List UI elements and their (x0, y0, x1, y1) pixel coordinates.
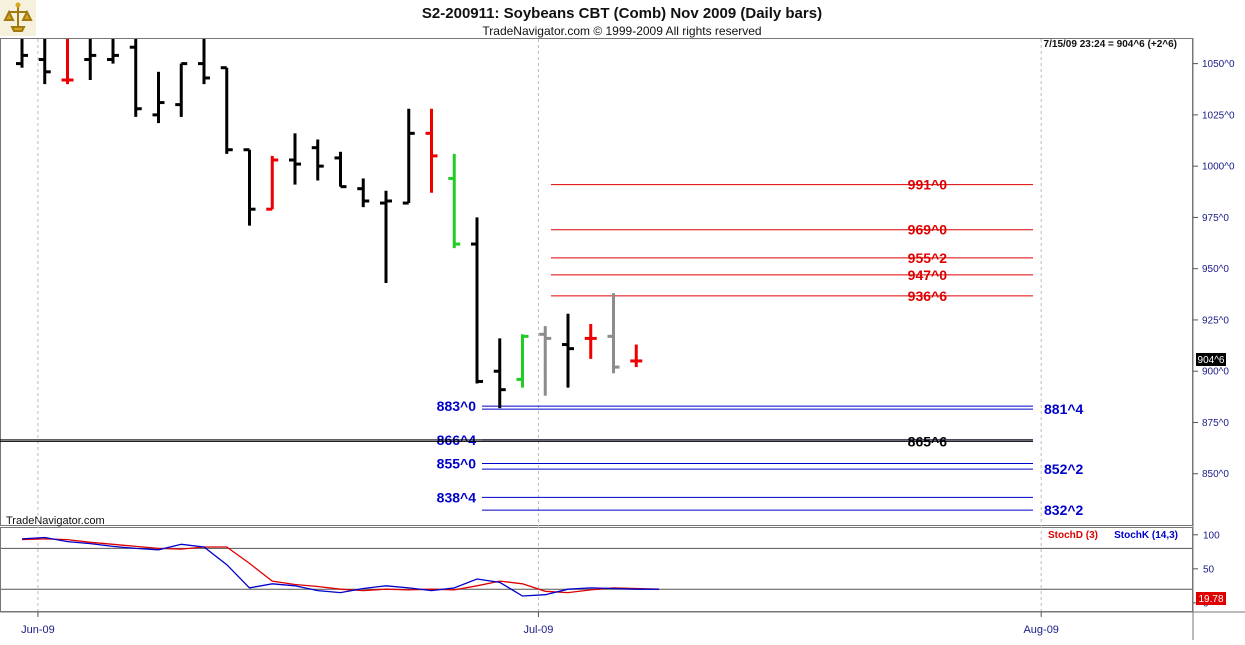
trade-navigator-logo-icon (0, 0, 36, 36)
ohlc-bar (198, 39, 210, 85)
level-label: 865^6 (908, 433, 948, 449)
ohlc-bar (38, 39, 51, 85)
ohlc-bar (357, 178, 370, 208)
level-label: 852^2 (1044, 461, 1084, 477)
svg-text:19.78: 19.78 (1198, 594, 1223, 605)
level-label: 947^0 (908, 267, 948, 283)
ohlc-bar (425, 108, 438, 193)
price-tick-label: 1000^0 (1202, 162, 1235, 173)
ohlc-bar (266, 155, 279, 211)
ohlc-bar (562, 313, 574, 388)
stochd-line (21, 538, 660, 594)
ohlc-bar (448, 153, 461, 249)
level-label: 838^4 (437, 489, 477, 505)
ohlc-bar (84, 39, 97, 81)
level-label: 969^0 (908, 222, 948, 238)
price-panel (0, 38, 1193, 526)
level-label: 955^2 (908, 250, 948, 266)
price-tick-label: 875^0 (1202, 418, 1229, 429)
ohlc-bar (493, 338, 506, 409)
ohlc-bar (380, 190, 392, 284)
price-tick-label: 1050^0 (1202, 59, 1235, 70)
stochk-line (21, 536, 659, 597)
ohlc-bar (220, 66, 233, 154)
ohlc-bar (61, 39, 74, 85)
price-tick-label: 850^0 (1202, 469, 1229, 480)
price-axis (1193, 38, 1245, 640)
ohlc-bar (311, 139, 324, 181)
price-tick-label: 975^0 (1202, 213, 1229, 224)
level-label: 881^4 (1044, 401, 1084, 417)
price-tick-label: 950^0 (1202, 264, 1229, 275)
time-tick-label: Aug-09 (1023, 624, 1058, 636)
ohlc-bar (584, 324, 597, 359)
level-label: 855^0 (437, 455, 477, 471)
ohlc-bar (16, 39, 28, 68)
level-label: 832^2 (1044, 502, 1084, 518)
ohlc-bar (630, 344, 643, 368)
ohlc-bar (289, 133, 301, 185)
ohlc-bar (243, 148, 256, 226)
level-label: 883^0 (437, 398, 477, 414)
copyright-text: TradeNavigator.com © 1999-2009 All right… (482, 24, 761, 38)
chart-title: S2-200911: Soybeans CBT (Comb) Nov 2009 … (422, 5, 822, 22)
ohlc-bar (107, 39, 119, 64)
ohlc-bar (539, 326, 552, 396)
svg-text:904^6: 904^6 (1198, 355, 1225, 366)
ohlc-bar (607, 293, 620, 374)
stochastic-panel (0, 527, 1193, 612)
price-tick-label: 925^0 (1202, 315, 1229, 326)
level-label: 991^0 (908, 177, 948, 193)
stoch-last-tag: 19.78 (1196, 592, 1226, 605)
stoch-tick-label: 100 (1203, 530, 1220, 541)
watermark: TradeNavigator.com (6, 515, 105, 527)
price-tick-label: 1025^0 (1202, 110, 1235, 121)
last-price-tag: 904^6 (1196, 353, 1226, 366)
ohlc-bar (402, 108, 415, 205)
ohlc-bar (129, 39, 142, 117)
time-tick-label: Jun-09 (21, 624, 55, 636)
level-label: 936^6 (908, 288, 948, 304)
ohlc-bar (152, 71, 165, 124)
ohlc-bar (334, 151, 347, 189)
price-tick-label: 900^0 (1202, 367, 1229, 378)
ohlc-bar (471, 217, 483, 384)
stoch-tick-label: 50 (1203, 564, 1215, 575)
legend-stochk: StochK (14,3) (1114, 530, 1178, 541)
legend-stochd: StochD (3) (1048, 530, 1098, 541)
ohlc-bar (175, 62, 188, 117)
info-line: 7/15/09 23:24 = 904^6 (+2^6) (1044, 39, 1177, 50)
ohlc-bar (516, 334, 529, 388)
time-tick-label: Jul-09 (523, 624, 553, 636)
